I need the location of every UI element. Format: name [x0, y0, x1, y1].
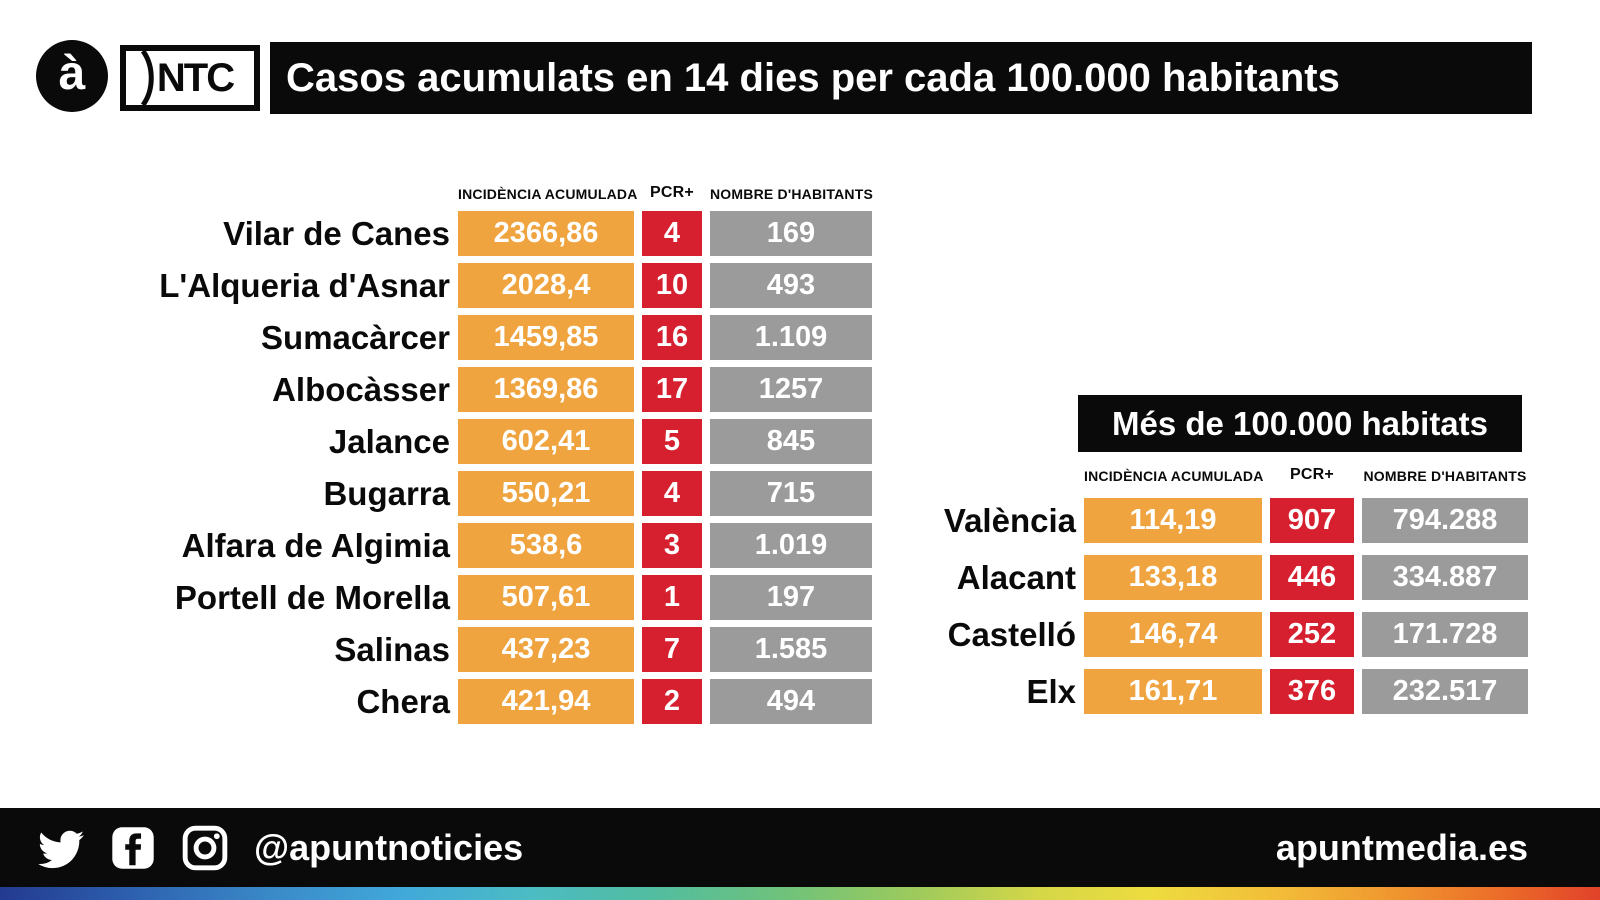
ntc-logo: NTC [120, 45, 260, 111]
pcr-cell: 252 [1270, 612, 1354, 657]
pcr-cell: 17 [642, 367, 702, 412]
incidence-cell: 1459,85 [458, 315, 634, 360]
column-header-incidence: INCIDÈNCIA ACUMULADA [1084, 468, 1264, 484]
municipality-name: Salinas [334, 631, 450, 668]
inhabitants-cell: 171.728 [1362, 612, 1528, 657]
pcr-cell: 1 [642, 575, 702, 620]
column-header-incidence: INCIDÈNCIA ACUMULADA [458, 186, 638, 202]
apunt-logo: à [36, 40, 108, 112]
incidence-cell: 1369,86 [458, 367, 634, 412]
inhabitants-cell: 715 [710, 471, 872, 516]
incidence-cell: 437,23 [458, 627, 634, 672]
municipality-name: Portell de Morella [174, 579, 450, 616]
municipality-name: Chera [356, 683, 450, 720]
facebook-icon [112, 826, 154, 869]
big-cities-title: Més de 100.000 habitats [1111, 404, 1489, 442]
social-handle: @apuntnoticies [254, 826, 524, 868]
municipality-name: Alfara de Algimia [181, 527, 450, 564]
inhabitants-cell: 494 [710, 679, 872, 724]
big-cities-table: INCIDÈNCIA ACUMULADA PCR+ NOMBRE D'HABIT… [876, 462, 1528, 714]
inhabitants-cell: 197 [710, 575, 872, 620]
inhabitants-cell: 1.585 [710, 627, 872, 672]
page-title: Casos acumulats en 14 dies per cada 100.… [286, 55, 1340, 100]
incidence-cell: 421,94 [458, 679, 634, 724]
pcr-cell: 7 [642, 627, 702, 672]
spacer [876, 462, 1076, 486]
pcr-cell: 907 [1270, 498, 1354, 543]
city-name: València [943, 502, 1076, 539]
inhabitants-cell: 845 [710, 419, 872, 464]
incidence-cell: 133,18 [1084, 555, 1262, 600]
municipality-name: Vilar de Canes [223, 215, 450, 252]
column-header-inhabitants: NOMBRE D'HABITANTS [710, 186, 873, 202]
incidence-cell: 161,71 [1084, 669, 1262, 714]
pcr-cell: 4 [642, 211, 702, 256]
inhabitants-cell: 169 [710, 211, 872, 256]
apunt-logo-letter: à [58, 46, 86, 100]
city-name: Elx [1026, 673, 1076, 710]
column-header-pcr: PCR+ [650, 184, 694, 201]
footer-bar: @apuntnoticies apuntmedia.es [0, 808, 1600, 887]
pcr-cell: 16 [642, 315, 702, 360]
twitter-icon [38, 830, 84, 868]
municipality-name: Jalance [328, 423, 450, 460]
ntc-curve-icon [140, 51, 154, 105]
incidence-cell: 538,6 [458, 523, 634, 568]
incidence-cell: 114,19 [1084, 498, 1262, 543]
pcr-cell: 5 [642, 419, 702, 464]
pcr-cell: 4 [642, 471, 702, 516]
municipality-name: L'Alqueria d'Asnar [159, 267, 450, 304]
instagram-icon [182, 825, 228, 870]
title-bar: Casos acumulats en 14 dies per cada 100.… [270, 42, 1532, 114]
incidence-cell: 146,74 [1084, 612, 1262, 657]
inhabitants-cell: 1.109 [710, 315, 872, 360]
ranking-table: INCIDÈNCIA ACUMULADA PCR+ NOMBRE D'HABIT… [84, 180, 873, 724]
city-name: Alacant [956, 559, 1076, 596]
pcr-cell: 376 [1270, 669, 1354, 714]
incidence-cell: 2366,86 [458, 211, 634, 256]
inhabitants-cell: 1257 [710, 367, 872, 412]
pcr-cell: 3 [642, 523, 702, 568]
inhabitants-cell: 1.019 [710, 523, 872, 568]
big-cities-header: Més de 100.000 habitats [1078, 395, 1522, 452]
column-header-inhabitants: NOMBRE D'HABITANTS [1363, 468, 1527, 484]
pcr-cell: 2 [642, 679, 702, 724]
incidence-cell: 507,61 [458, 575, 634, 620]
rainbow-strip [0, 887, 1600, 900]
municipality-name: Albocàsser [272, 371, 450, 408]
inhabitants-cell: 794.288 [1362, 498, 1528, 543]
incidence-cell: 602,41 [458, 419, 634, 464]
inhabitants-cell: 493 [710, 263, 872, 308]
inhabitants-cell: 334.887 [1362, 555, 1528, 600]
column-header-pcr: PCR+ [1290, 466, 1334, 483]
pcr-cell: 10 [642, 263, 702, 308]
spacer [84, 180, 450, 204]
ntc-logo-text: NTC [156, 56, 235, 100]
inhabitants-cell: 232.517 [1362, 669, 1528, 714]
municipality-name: Sumacàrcer [261, 319, 450, 356]
incidence-cell: 550,21 [458, 471, 634, 516]
website-url: apuntmedia.es [1275, 826, 1528, 868]
municipality-name: Bugarra [323, 475, 450, 512]
city-name: Castelló [947, 616, 1076, 653]
incidence-cell: 2028,4 [458, 263, 634, 308]
pcr-cell: 446 [1270, 555, 1354, 600]
